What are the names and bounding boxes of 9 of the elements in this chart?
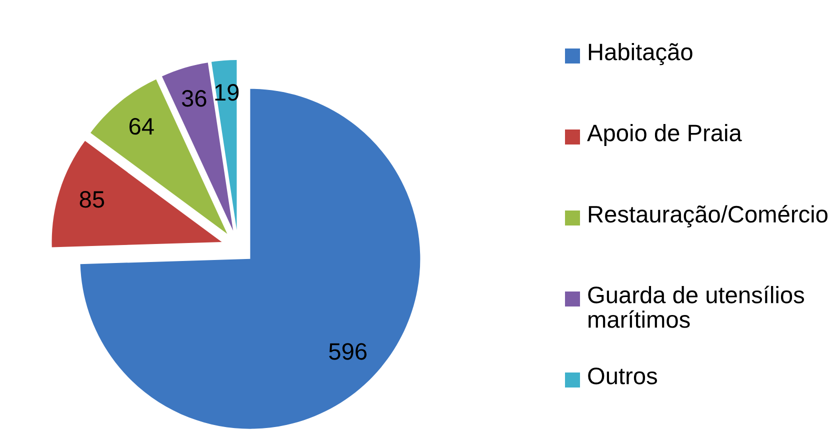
legend-label: Guarda de utensílios marítimos	[588, 286, 804, 328]
legend-label: Restauração/Comércio	[588, 205, 828, 228]
legend-label: Outros	[588, 368, 658, 384]
data-label: 36	[182, 90, 206, 107]
data-label: 85	[80, 191, 104, 208]
legend-label: Apoio de Praia	[587, 124, 742, 146]
data-label: 64	[129, 118, 154, 135]
legend-label: Habitação	[588, 43, 692, 66]
data-label: 596	[329, 343, 367, 360]
